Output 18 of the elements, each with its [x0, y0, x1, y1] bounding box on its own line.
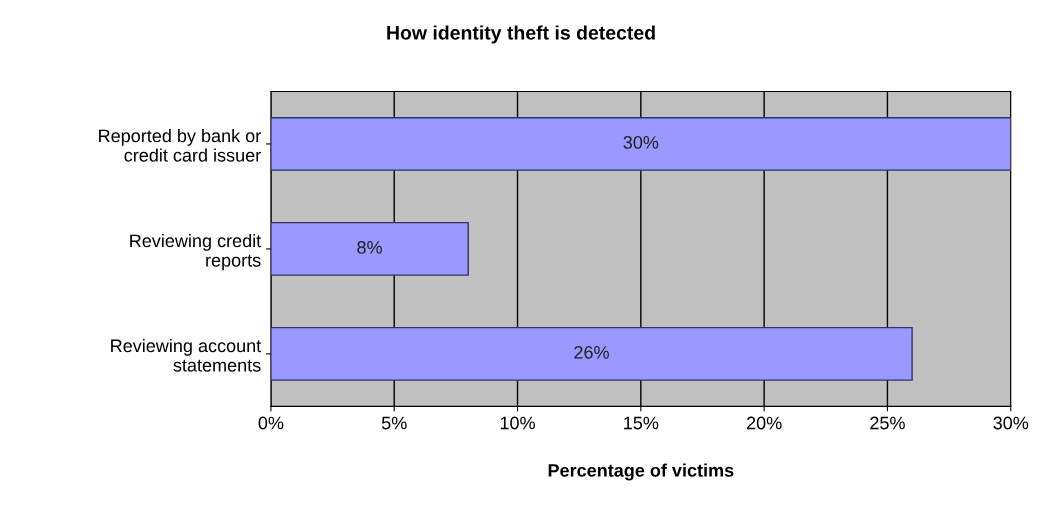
x-tick-label: 15% — [624, 416, 659, 430]
x-tick-label: 5% — [381, 416, 407, 430]
y-tick-label: Reviewing credit reports — [130, 233, 262, 271]
x-tick-label: 10% — [500, 416, 535, 430]
x-tick-label: 25% — [870, 416, 905, 430]
data-label: 26% — [574, 345, 609, 359]
bar — [270, 221, 469, 276]
bar — [270, 116, 1011, 171]
chart-title: How identity theft is detected — [387, 25, 655, 44]
x-tick-label: 30% — [993, 416, 1029, 430]
data-label: 30% — [623, 135, 659, 149]
x-tick-label: 0% — [258, 416, 284, 430]
x-axis-title: Percentage of victims — [548, 463, 734, 481]
x-tick-label: 20% — [746, 416, 782, 430]
data-label: 8% — [357, 240, 382, 254]
y-tick-label: Reviewing account statements — [111, 338, 262, 372]
bar — [270, 326, 913, 381]
y-tick-label: Reported by bank or credit card issuer — [99, 128, 261, 162]
